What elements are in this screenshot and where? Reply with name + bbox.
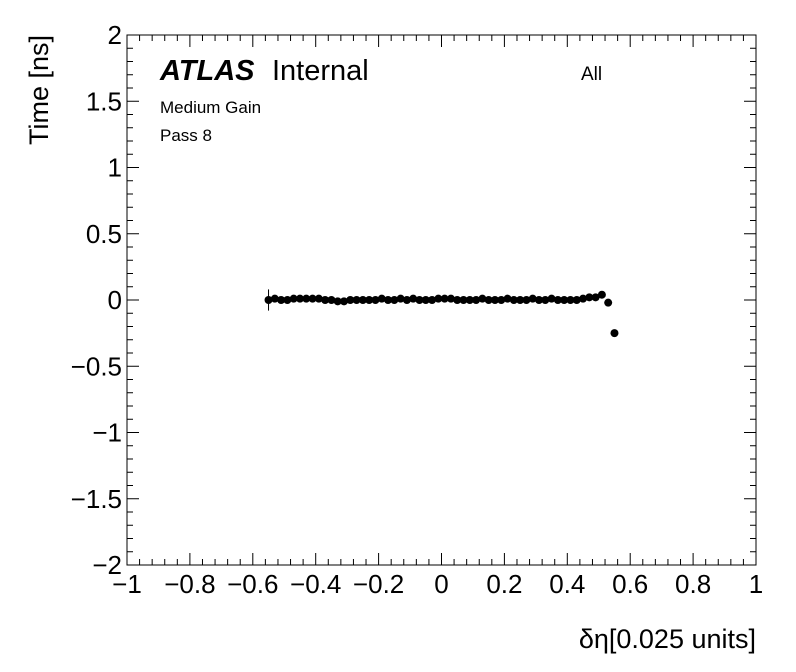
point: [295, 294, 304, 303]
point: [409, 294, 418, 303]
chart-title: ATLAS: [159, 55, 255, 87]
point: [585, 293, 594, 302]
point: [358, 296, 367, 304]
point: [346, 296, 355, 304]
point: [270, 294, 279, 303]
annotation: All: [581, 64, 602, 85]
point: [497, 296, 506, 304]
y-tick-label: −1: [92, 418, 122, 448]
point: [434, 294, 443, 303]
point: [591, 293, 600, 302]
point: [566, 296, 575, 304]
y-tick-label: 1: [108, 153, 122, 183]
point: [465, 296, 474, 304]
point: [384, 296, 393, 304]
point: [302, 294, 311, 303]
point: [453, 296, 462, 304]
point: [308, 294, 317, 303]
y-tick-label: 2: [108, 20, 122, 50]
point: [421, 296, 430, 304]
y-axis-label: Time [ns]: [24, 35, 54, 145]
point: [604, 298, 613, 307]
x-tick-label: −0.6: [227, 569, 278, 599]
y-tick-label: 1.5: [86, 86, 122, 116]
point: [402, 296, 411, 304]
point: [478, 294, 487, 303]
y-tick-label: −2: [92, 550, 122, 580]
point: [522, 296, 531, 304]
point: [541, 296, 550, 304]
point: [472, 296, 481, 304]
point: [572, 296, 581, 304]
point: [534, 296, 543, 304]
x-tick-label: 0.2: [486, 569, 522, 599]
point: [396, 294, 405, 303]
point: [516, 296, 525, 304]
point: [352, 296, 361, 304]
point: [597, 290, 606, 299]
x-axis-label: δη[0.025 units]: [579, 624, 756, 654]
y-tick-label: 0.5: [86, 219, 122, 249]
point: [321, 296, 330, 304]
point: [503, 294, 512, 303]
point: [333, 297, 342, 306]
point: [459, 296, 468, 304]
point: [390, 296, 399, 304]
point: [277, 296, 286, 304]
point: [446, 294, 455, 303]
chart-subtitle: Internal: [272, 55, 369, 87]
x-tick-label: 1: [749, 569, 763, 599]
y-tick-label: 0: [108, 285, 122, 315]
point: [509, 296, 518, 304]
point: [610, 329, 619, 338]
point: [289, 294, 298, 303]
annotation: Pass 8: [160, 126, 212, 145]
point: [560, 296, 569, 304]
point: [415, 296, 424, 304]
y-tick-label: −1.5: [71, 484, 122, 514]
x-tick-label: 0.6: [612, 569, 648, 599]
point: [340, 297, 349, 306]
x-tick-label: −1: [112, 569, 142, 599]
point: [484, 296, 493, 304]
point: [528, 294, 537, 303]
annotation: Medium Gain: [160, 98, 261, 117]
point: [428, 296, 437, 304]
x-tick-label: 0: [434, 569, 448, 599]
point: [579, 294, 588, 303]
point: [264, 296, 273, 304]
x-tick-label: 0.8: [675, 569, 711, 599]
point: [547, 294, 556, 303]
point: [365, 296, 374, 304]
x-tick-label: −0.4: [290, 569, 341, 599]
x-tick-label: −0.8: [164, 569, 215, 599]
point: [440, 294, 449, 303]
point: [371, 296, 380, 304]
point: [553, 296, 562, 304]
x-tick-label: −0.2: [353, 569, 404, 599]
point: [327, 296, 336, 304]
point: [283, 296, 292, 304]
point: [377, 294, 386, 303]
x-tick-label: 0.4: [549, 569, 585, 599]
y-tick-label: −0.5: [71, 351, 122, 381]
point: [490, 296, 499, 304]
point: [314, 294, 323, 303]
